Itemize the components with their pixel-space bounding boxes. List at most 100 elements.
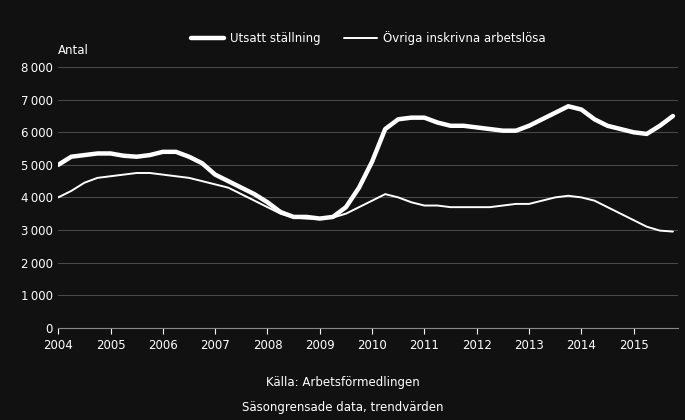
- Utsatt ställning: [408, 115, 416, 120]
- Utsatt ställning: [460, 123, 468, 129]
- Övriga inskrivna arbetslösa: [290, 215, 298, 220]
- Utsatt ställning: [277, 210, 285, 215]
- Utsatt ställning: [434, 120, 442, 125]
- Utsatt ställning: [159, 150, 167, 155]
- Utsatt ställning: [303, 214, 311, 219]
- Utsatt ställning: [616, 126, 625, 131]
- Övriga inskrivna arbetslösa: [119, 172, 127, 177]
- Utsatt ställning: [198, 161, 206, 166]
- Utsatt ställning: [185, 154, 193, 159]
- Övriga inskrivna arbetslösa: [656, 228, 664, 233]
- Övriga inskrivna arbetslösa: [303, 216, 311, 221]
- Utsatt ställning: [656, 123, 664, 129]
- Övriga inskrivna arbetslösa: [616, 211, 625, 216]
- Övriga inskrivna arbetslösa: [669, 229, 677, 234]
- Övriga inskrivna arbetslösa: [211, 182, 219, 187]
- Övriga inskrivna arbetslösa: [551, 195, 560, 200]
- Övriga inskrivna arbetslösa: [250, 198, 258, 203]
- Övriga inskrivna arbetslösa: [525, 202, 533, 207]
- Utsatt ställning: [551, 110, 560, 115]
- Utsatt ställning: [146, 152, 154, 158]
- Utsatt ställning: [119, 153, 127, 158]
- Utsatt ställning: [538, 117, 546, 122]
- Övriga inskrivna arbetslösa: [421, 203, 429, 208]
- Utsatt ställning: [133, 154, 141, 159]
- Legend: Utsatt ställning, Övriga inskrivna arbetslösa: Utsatt ställning, Övriga inskrivna arbet…: [186, 26, 550, 50]
- Övriga inskrivna arbetslösa: [434, 203, 442, 208]
- Övriga inskrivna arbetslösa: [106, 174, 114, 179]
- Utsatt ställning: [525, 123, 533, 129]
- Utsatt ställning: [473, 125, 481, 130]
- Utsatt ställning: [603, 123, 612, 129]
- Övriga inskrivna arbetslösa: [80, 180, 88, 185]
- Utsatt ställning: [290, 214, 298, 219]
- Övriga inskrivna arbetslösa: [133, 171, 141, 176]
- Text: Antal: Antal: [58, 44, 89, 57]
- Övriga inskrivna arbetslösa: [408, 200, 416, 205]
- Övriga inskrivna arbetslösa: [198, 178, 206, 184]
- Övriga inskrivna arbetslösa: [316, 216, 324, 221]
- Övriga inskrivna arbetslösa: [381, 192, 389, 197]
- Utsatt ställning: [643, 131, 651, 136]
- Övriga inskrivna arbetslösa: [447, 205, 455, 210]
- Övriga inskrivna arbetslösa: [368, 198, 376, 203]
- Utsatt ställning: [368, 159, 376, 164]
- Övriga inskrivna arbetslösa: [54, 195, 62, 200]
- Utsatt ställning: [54, 162, 62, 167]
- Utsatt ställning: [316, 216, 324, 221]
- Övriga inskrivna arbetslösa: [237, 192, 245, 197]
- Utsatt ställning: [577, 107, 586, 112]
- Utsatt ställning: [590, 117, 599, 122]
- Utsatt ställning: [342, 205, 350, 210]
- Övriga inskrivna arbetslösa: [394, 195, 402, 200]
- Utsatt ställning: [564, 104, 573, 109]
- Övriga inskrivna arbetslösa: [159, 172, 167, 177]
- Övriga inskrivna arbetslösa: [577, 195, 586, 200]
- Övriga inskrivna arbetslösa: [67, 188, 75, 193]
- Utsatt ställning: [263, 200, 271, 205]
- Utsatt ställning: [355, 185, 363, 190]
- Text: Källa: Arbetsförmedlingen: Källa: Arbetsförmedlingen: [266, 376, 419, 389]
- Övriga inskrivna arbetslösa: [643, 224, 651, 229]
- Övriga inskrivna arbetslösa: [224, 185, 232, 190]
- Övriga inskrivna arbetslösa: [564, 193, 573, 198]
- Övriga inskrivna arbetslösa: [263, 205, 271, 210]
- Övriga inskrivna arbetslösa: [355, 205, 363, 210]
- Utsatt ställning: [237, 185, 245, 190]
- Utsatt ställning: [67, 154, 75, 159]
- Övriga inskrivna arbetslösa: [499, 203, 507, 208]
- Utsatt ställning: [329, 214, 337, 219]
- Line: Övriga inskrivna arbetslösa: Övriga inskrivna arbetslösa: [58, 173, 673, 231]
- Övriga inskrivna arbetslösa: [329, 215, 337, 220]
- Utsatt ställning: [172, 150, 180, 155]
- Utsatt ställning: [669, 113, 677, 118]
- Övriga inskrivna arbetslösa: [603, 205, 612, 210]
- Text: Säsongrensade data, trendvärden: Säsongrensade data, trendvärden: [242, 401, 443, 414]
- Utsatt ställning: [250, 192, 258, 197]
- Utsatt ställning: [80, 152, 88, 158]
- Övriga inskrivna arbetslösa: [538, 198, 546, 203]
- Utsatt ställning: [630, 130, 638, 135]
- Övriga inskrivna arbetslösa: [172, 174, 180, 179]
- Utsatt ställning: [512, 128, 520, 133]
- Övriga inskrivna arbetslösa: [146, 171, 154, 176]
- Utsatt ställning: [224, 178, 232, 184]
- Övriga inskrivna arbetslösa: [277, 211, 285, 216]
- Övriga inskrivna arbetslösa: [93, 176, 101, 181]
- Utsatt ställning: [486, 126, 494, 131]
- Line: Utsatt ställning: Utsatt ställning: [58, 106, 673, 218]
- Övriga inskrivna arbetslösa: [185, 176, 193, 181]
- Övriga inskrivna arbetslösa: [342, 211, 350, 216]
- Utsatt ställning: [211, 172, 219, 177]
- Övriga inskrivna arbetslösa: [460, 205, 468, 210]
- Utsatt ställning: [381, 126, 389, 131]
- Utsatt ställning: [421, 115, 429, 120]
- Övriga inskrivna arbetslösa: [630, 218, 638, 223]
- Övriga inskrivna arbetslösa: [473, 205, 481, 210]
- Övriga inskrivna arbetslösa: [590, 198, 599, 203]
- Utsatt ställning: [394, 117, 402, 122]
- Övriga inskrivna arbetslösa: [512, 202, 520, 207]
- Utsatt ställning: [93, 151, 101, 156]
- Utsatt ställning: [106, 151, 114, 156]
- Övriga inskrivna arbetslösa: [486, 205, 494, 210]
